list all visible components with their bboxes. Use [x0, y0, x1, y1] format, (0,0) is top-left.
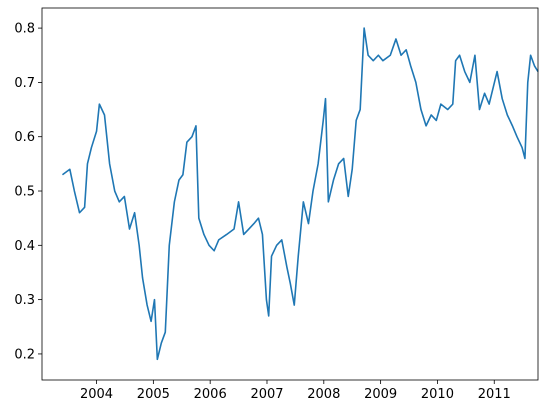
y-tick-label: 0.8: [14, 22, 35, 37]
x-tick-label: 2008: [307, 387, 340, 402]
plot-frame: [41, 7, 539, 381]
y-tick-label: 0.5: [14, 185, 35, 200]
x-tick-label: 2010: [421, 387, 454, 402]
y-tick-label: 0.6: [14, 130, 35, 145]
x-tick-label: 2009: [364, 387, 397, 402]
x-tick-label: 2004: [80, 387, 113, 402]
line-series: [61, 27, 539, 361]
x-tick-label: 2007: [250, 387, 283, 402]
y-tick-label: 0.4: [14, 239, 35, 254]
x-tick-label: 2005: [137, 387, 170, 402]
y-tick-label: 0.2: [14, 347, 35, 362]
x-tick-label: 2006: [194, 387, 227, 402]
y-tick-label: 0.7: [14, 76, 35, 91]
y-tick-label: 0.3: [14, 293, 35, 308]
x-tick-label: 2011: [478, 387, 511, 402]
